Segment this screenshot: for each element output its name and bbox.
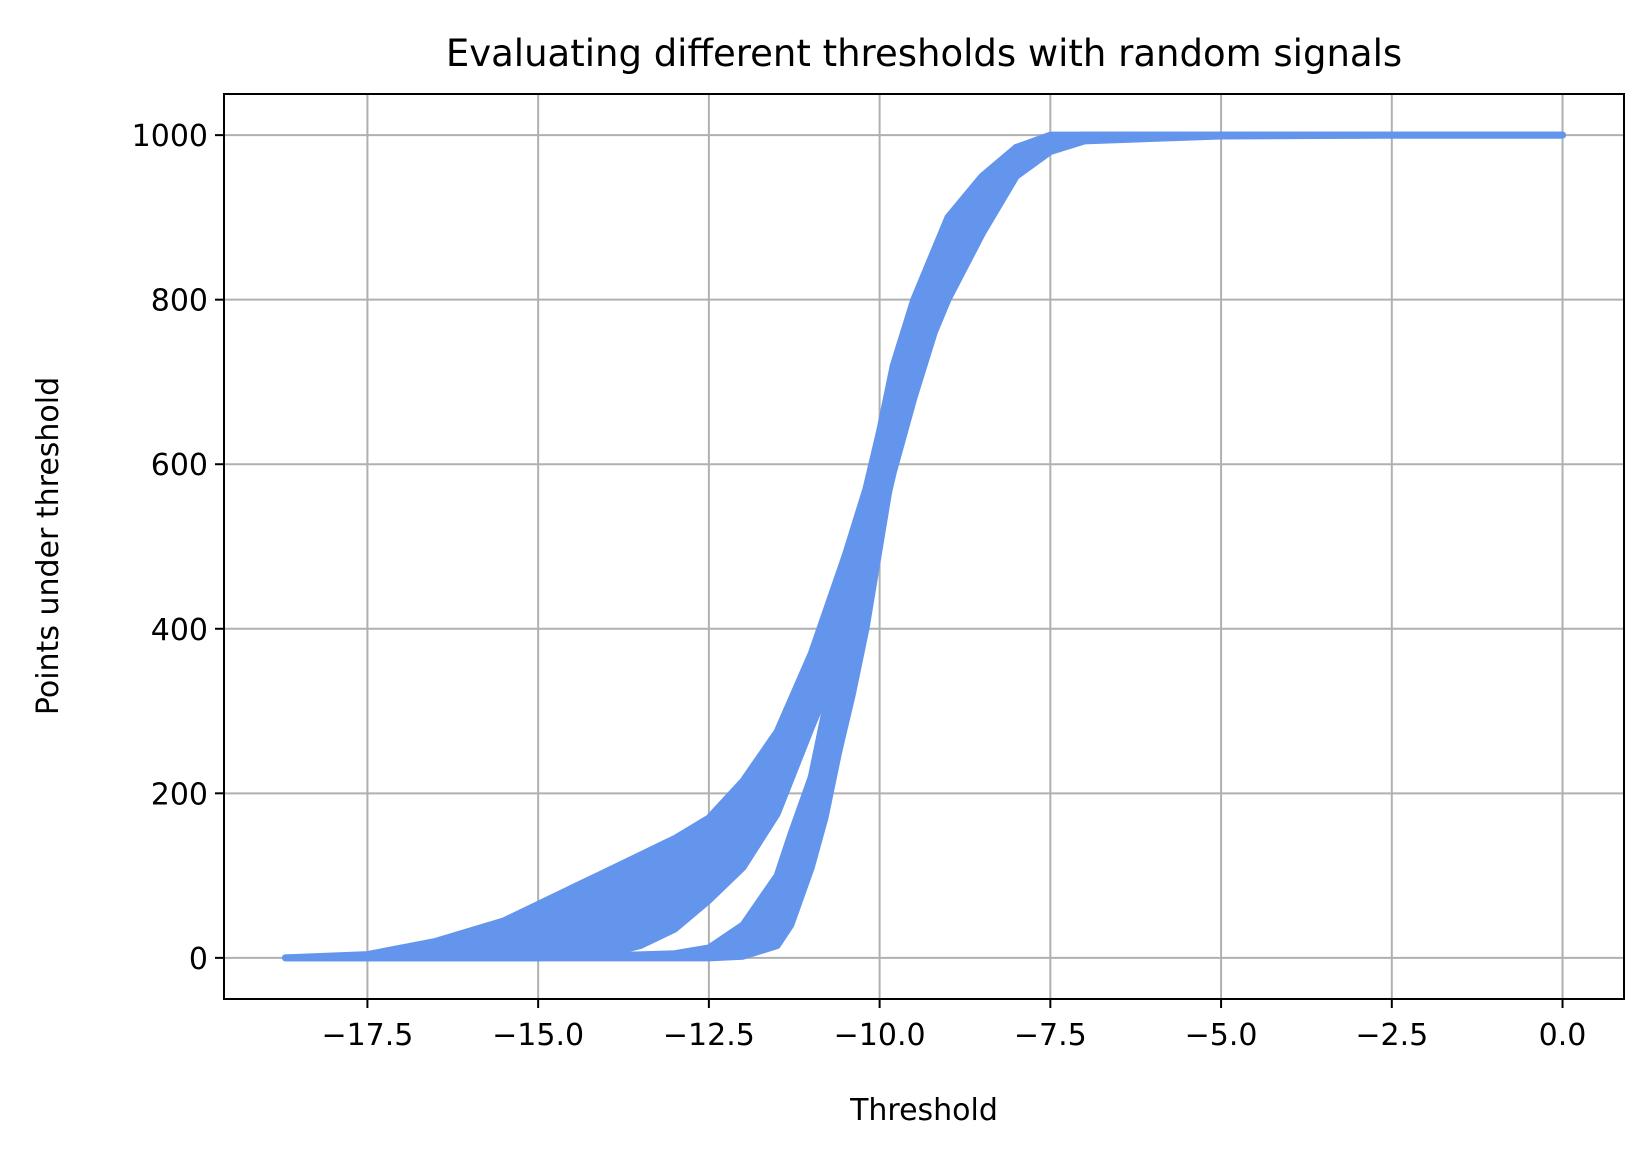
y-tick-label: 400: [151, 613, 208, 648]
x-tick-label: −10.0: [834, 1018, 926, 1053]
y-axis-label: Points under threshold: [31, 377, 66, 715]
x-tick-label: −2.5: [1355, 1018, 1428, 1053]
x-tick-label: −7.5: [1014, 1018, 1087, 1053]
x-tick-label: −15.0: [492, 1018, 584, 1053]
x-axis-label: Threshold: [849, 1093, 998, 1128]
y-tick-label: 0: [189, 942, 208, 977]
chart-title: Evaluating different thresholds with ran…: [446, 32, 1402, 75]
x-tick-label: −17.5: [321, 1018, 413, 1053]
x-tick-label: −5.0: [1185, 1018, 1258, 1053]
x-tick-label: −12.5: [663, 1018, 755, 1053]
axis-ticks: −17.5 −15.0 −12.5 −10.0 −7.5 −5.0 −2.5 0.0 0 200 4…: [132, 119, 1587, 1053]
y-tick-label: 200: [151, 777, 208, 812]
plot-frame: [223, 93, 1625, 1000]
y-tick-label: 600: [151, 448, 208, 483]
x-tick-label: 0.0: [1539, 1018, 1587, 1053]
y-tick-label: 800: [151, 284, 208, 319]
data-area: [281, 131, 1567, 962]
y-tick-label: 1000: [132, 119, 208, 154]
band-area: [281, 131, 1567, 962]
